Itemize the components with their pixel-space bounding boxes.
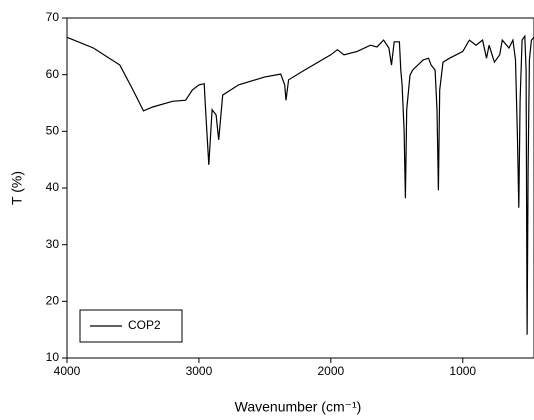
x-tick-label: 2000: [317, 364, 344, 378]
y-axis-label: T (%): [9, 171, 25, 205]
spectrum-line: [66, 34, 534, 335]
x-tick-label: 4000: [54, 364, 81, 378]
x-tick-label: 3000: [186, 364, 213, 378]
y-tick-label: 30: [46, 237, 60, 251]
y-tick-label: 10: [46, 350, 60, 364]
y-tick-label: 40: [46, 180, 60, 194]
x-tick-label: 1000: [449, 364, 476, 378]
x-axis-label: Wavenumber (cm⁻¹): [235, 399, 362, 415]
legend-label: COP2: [128, 318, 161, 332]
y-tick-label: 60: [46, 67, 60, 81]
y-tick-label: 50: [46, 124, 60, 138]
plot-frame: [66, 17, 534, 359]
y-tick-label: 70: [46, 10, 60, 24]
y-tick-label: 20: [46, 294, 60, 308]
